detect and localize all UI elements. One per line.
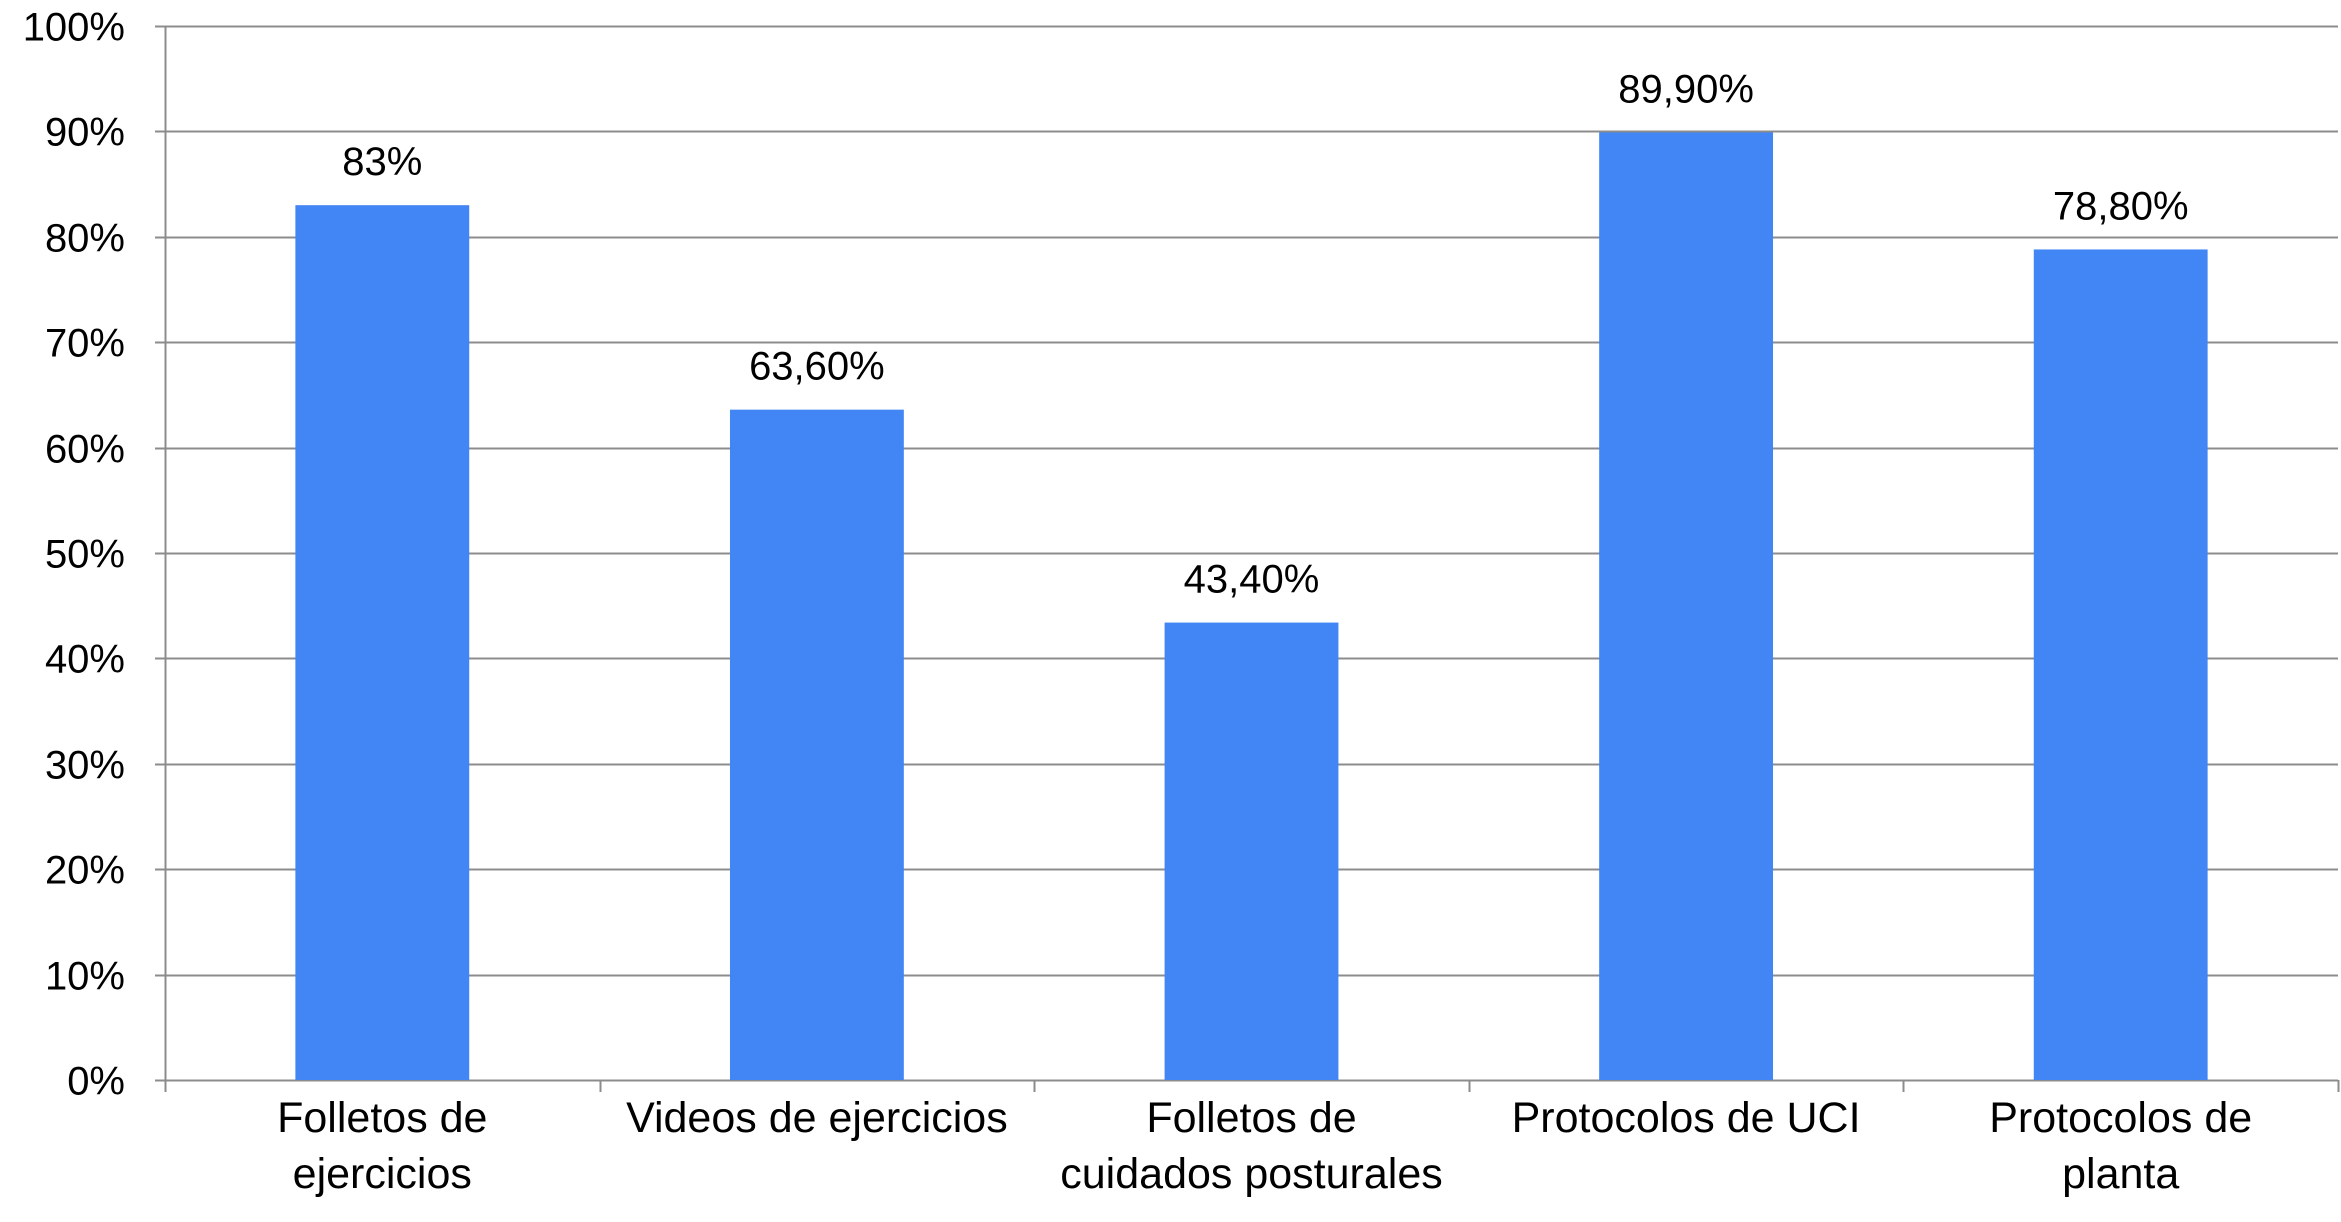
category-label-line: Folletos de [277, 1094, 487, 1142]
axes [155, 25, 2340, 1092]
y-tick-label: 50% [45, 533, 125, 577]
category-label-line: Protocolos de [1989, 1094, 2252, 1142]
y-tick-label: 0% [67, 1060, 125, 1104]
bar [2033, 249, 2208, 1080]
bar [1164, 622, 1339, 1080]
bar [729, 409, 904, 1080]
data-label: 43,40% [1184, 558, 1320, 602]
bar [1599, 132, 1774, 1081]
y-tick-label: 90% [45, 111, 125, 155]
category-label: Folletos de ejercicios [277, 1094, 487, 1198]
category-label: Videos de ejercicios [626, 1094, 1008, 1142]
category-label-line: Videos de ejercicios [626, 1094, 1008, 1142]
y-tick-label: 40% [45, 638, 125, 682]
category-label: Protocolos de planta [1989, 1094, 2252, 1198]
bar [295, 205, 470, 1080]
data-label: 89,90% [1618, 67, 1754, 111]
gridlines [165, 25, 2338, 977]
y-tick-label: 20% [45, 849, 125, 893]
y-tick-label: 30% [45, 744, 125, 788]
category-label: Protocolos de UCI [1512, 1094, 1861, 1142]
data-label: 63,60% [749, 345, 885, 389]
data-label: 83% [342, 140, 422, 184]
category-label-line: planta [2062, 1150, 2179, 1198]
y-tick-label: 60% [45, 428, 125, 472]
y-tick-label: 10% [45, 955, 125, 999]
y-tick-label: 100% [23, 6, 125, 50]
category-label-line: Protocolos de UCI [1512, 1094, 1861, 1142]
labels: 0% 10% 20% 30% 40% 50% 60% 70% 80% 90% 100% 83% Foll… [23, 6, 2252, 1199]
data-label: 78,80% [2053, 184, 2189, 228]
bars [295, 132, 2208, 1081]
category-label-line: cuidados posturales [1060, 1150, 1442, 1198]
category-label-line: Folletos de [1146, 1094, 1356, 1142]
y-tick-label: 80% [45, 217, 125, 261]
category-label: Folletos de cuidados posturales [1060, 1094, 1442, 1198]
category-label-line: ejercicios [293, 1150, 472, 1198]
y-tick-label: 70% [45, 322, 125, 366]
